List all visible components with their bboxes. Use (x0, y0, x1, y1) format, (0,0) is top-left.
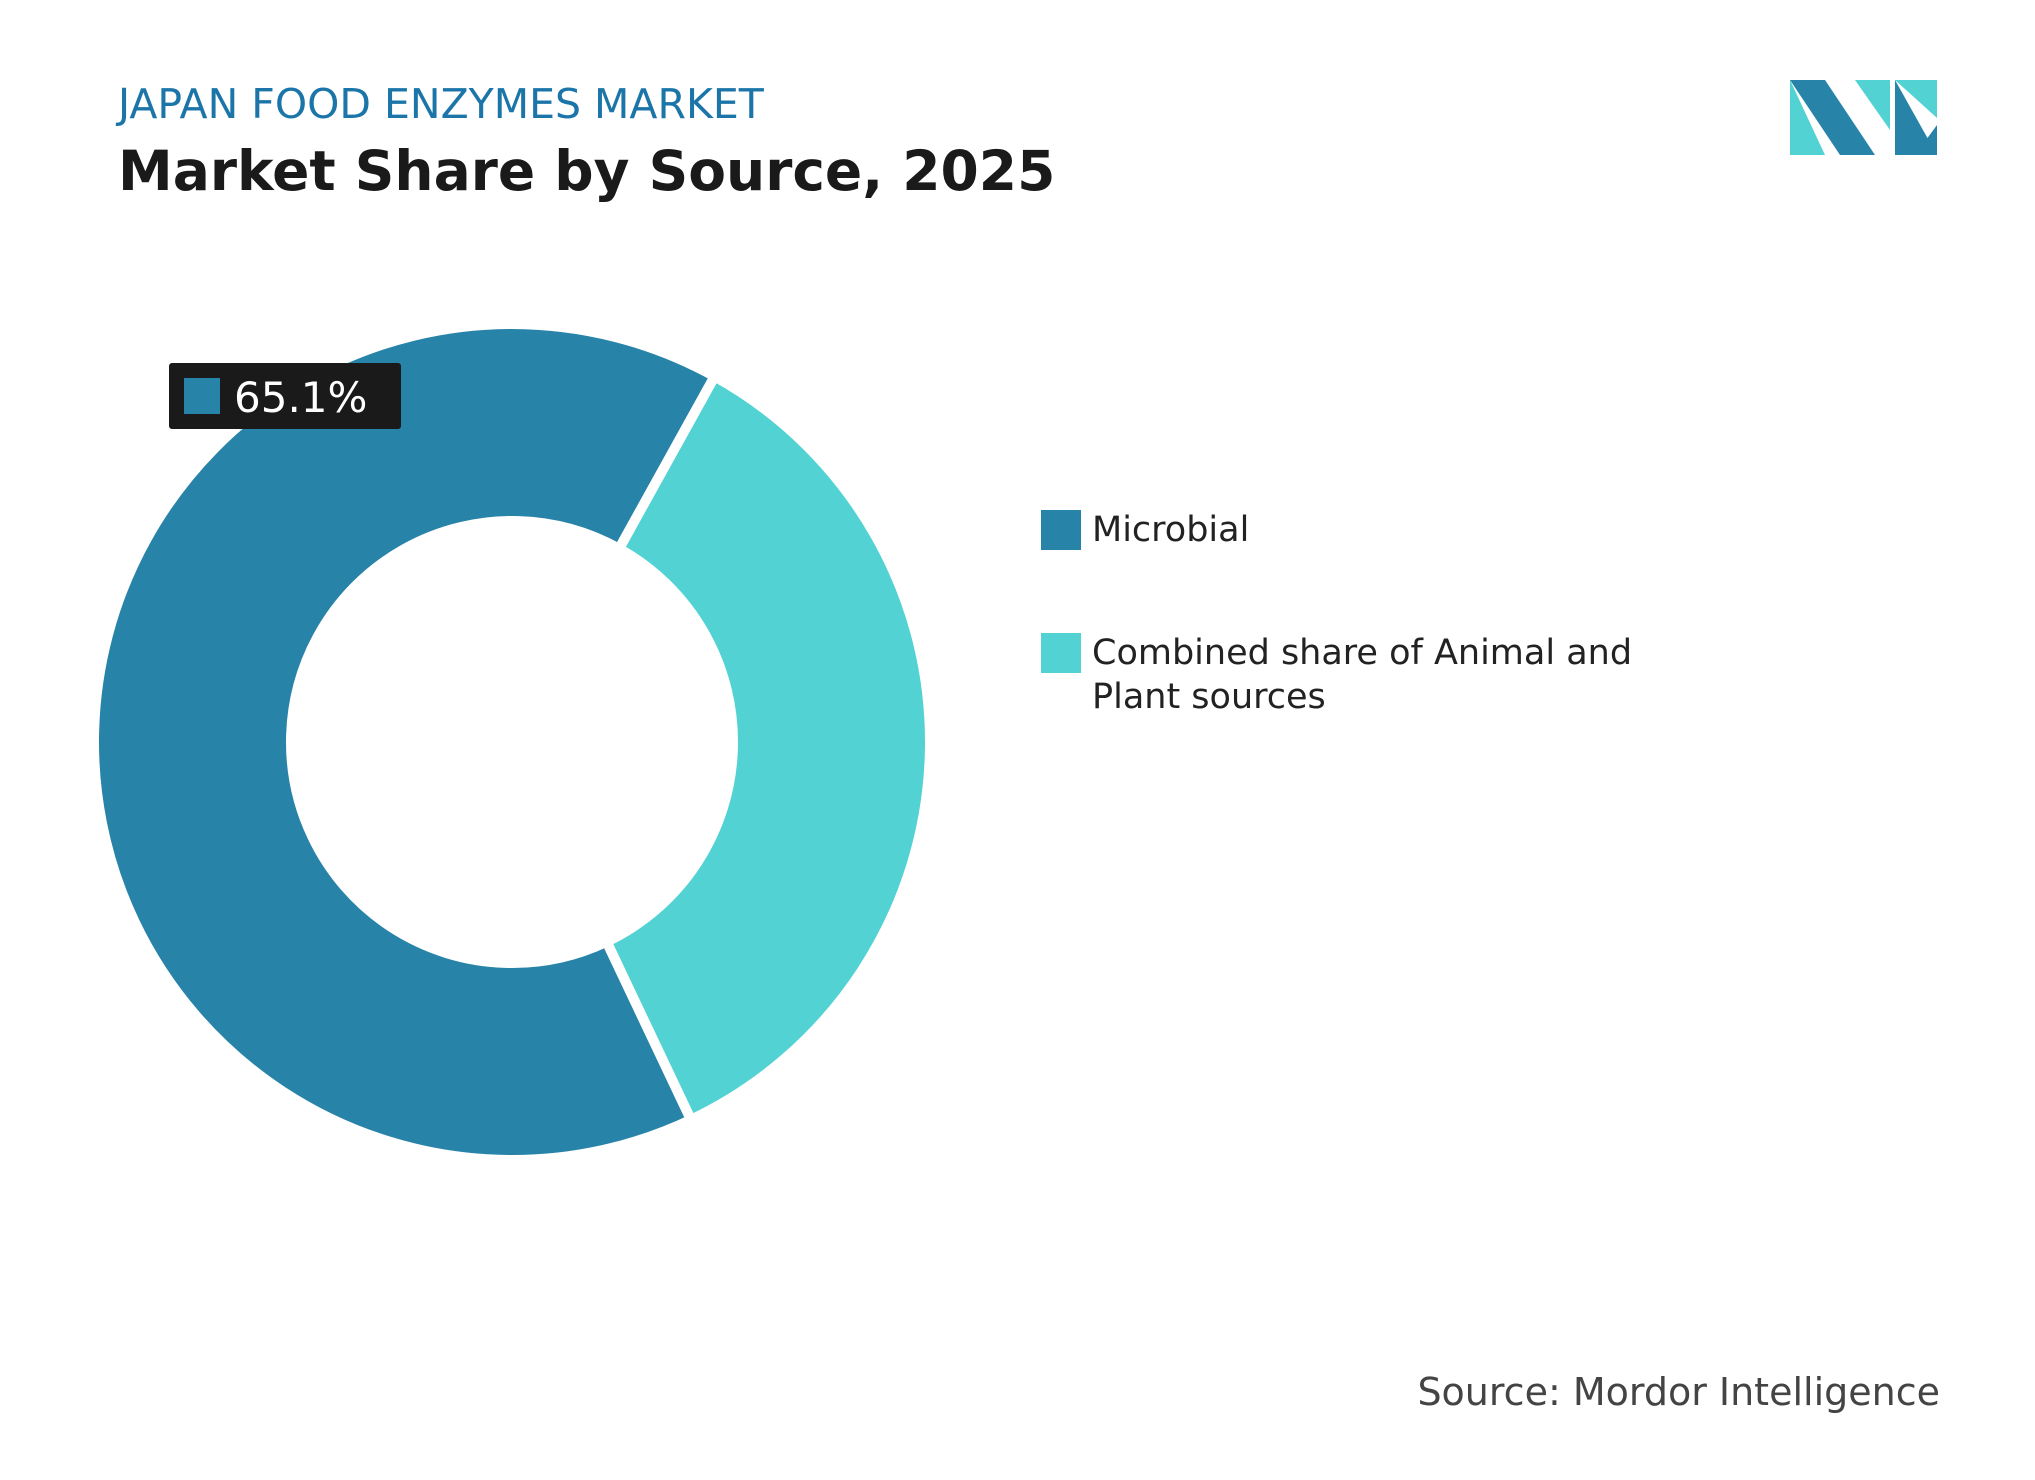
slice (89, 319, 722, 1165)
logo (1790, 80, 1937, 155)
legend-swatch (1041, 510, 1081, 550)
chart-title: Market Share by Source, 2025 (118, 139, 1055, 203)
slice (599, 369, 935, 1127)
legend-label: Microbial (1092, 510, 1250, 550)
legend-label: Combined share of Animal and Plant sourc… (1092, 633, 1633, 717)
legend-item: Combined share of Animal and Plant sourc… (1041, 633, 1672, 719)
legend-item: Microbial (1041, 510, 1712, 552)
data-label: 65.1% (169, 363, 401, 429)
data-label-swatch (184, 378, 220, 414)
data-label-text: 65.1% (234, 373, 367, 422)
chart-subtitle: JAPAN FOOD ENZYMES MARKET (115, 80, 765, 128)
source-note: Source: Mordor Intelligence (1417, 1370, 1940, 1414)
data-label-box (169, 363, 401, 429)
legend-swatch (1041, 633, 1081, 673)
